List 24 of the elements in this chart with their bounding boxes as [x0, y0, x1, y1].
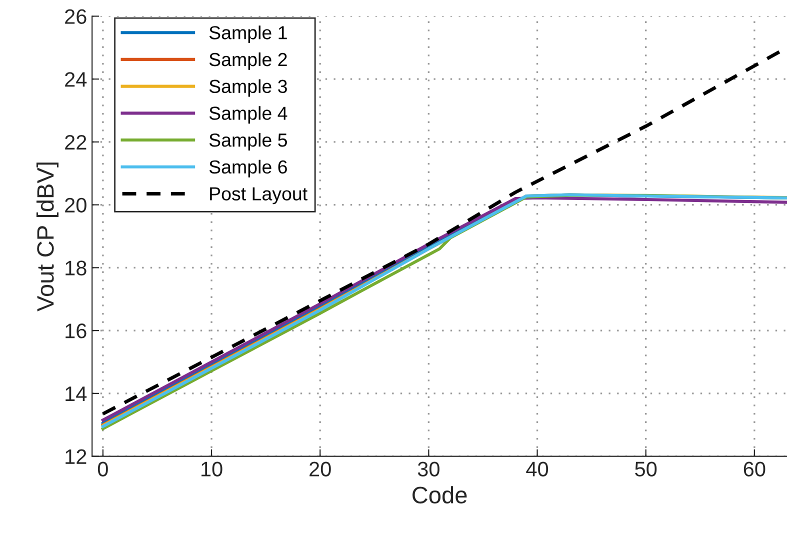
legend-label: Post Layout	[210, 187, 308, 204]
x-tick-label: 50	[635, 462, 657, 476]
y-tick-label: 24	[65, 72, 87, 87]
y-tick-label: 20	[65, 198, 86, 213]
y-axis-title: Vout CP [dBV]	[36, 162, 58, 312]
y-tick-label: 12	[66, 449, 86, 464]
x-tick-label: 40	[526, 462, 548, 476]
legend-label: Sample 5	[209, 132, 287, 150]
legend-label: Sample 2	[209, 52, 287, 70]
x-tick-label: 30	[418, 462, 440, 476]
x-tick-label: 0	[98, 462, 108, 476]
x-tick-label: 20	[310, 462, 331, 476]
y-tick-label: 14	[66, 386, 87, 401]
y-tick-label: 26	[65, 9, 86, 24]
y-tick-label: 22	[65, 134, 86, 150]
y-tick-label: 18	[66, 260, 86, 276]
y-tick-label: 16	[66, 324, 86, 338]
legend-label: Sample 1	[209, 26, 287, 44]
x-axis-title: Code	[412, 486, 467, 504]
legend-label: Sample 6	[209, 160, 287, 178]
legend-label: Sample 3	[209, 79, 287, 97]
x-tick-label: 60	[744, 462, 766, 476]
legend-label: Sample 4	[209, 106, 288, 124]
x-tick-label: 10	[202, 462, 222, 476]
